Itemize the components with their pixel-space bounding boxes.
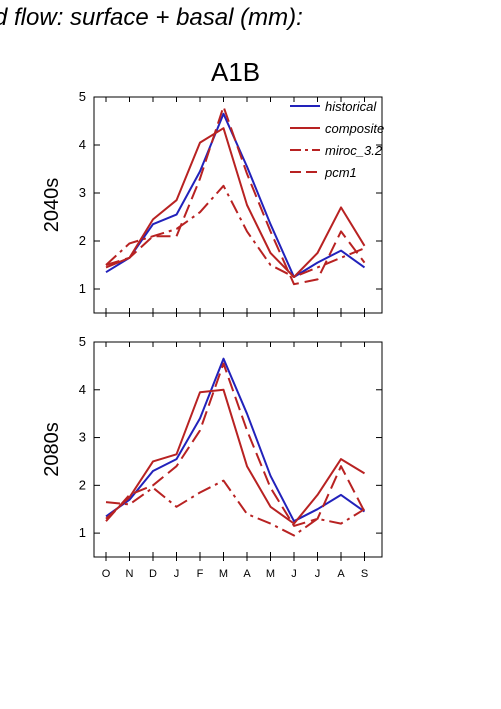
y-tick-label: 1 <box>79 525 86 540</box>
plot-frame-2080s <box>93 341 383 558</box>
legend-label-composite: composite <box>325 121 384 136</box>
series-line-pcm1-2040s <box>105 105 366 286</box>
series-line-miroc_3.2-2080s <box>105 479 366 537</box>
figure-title: d flow: surface + basal (mm): <box>0 4 303 31</box>
x-tick-label: J <box>315 568 321 580</box>
y-tick-label: 4 <box>79 382 86 397</box>
panel-label-2040s: 2040s <box>41 178 63 233</box>
y-tick-label: 2 <box>79 233 86 248</box>
x-tick-label: A <box>337 568 345 580</box>
series-line-miroc_3.2-2040s <box>105 184 365 278</box>
y-tick-label: 5 <box>79 334 86 349</box>
x-tick-label: S <box>361 568 368 580</box>
series-line-pcm1-2080s <box>105 362 366 527</box>
y-tick-label: 5 <box>79 89 86 104</box>
x-tick-label: O <box>102 568 111 580</box>
x-tick-label: D <box>149 568 157 580</box>
y-tick-label: 3 <box>79 185 86 200</box>
x-tick-label: M <box>219 568 228 580</box>
x-tick-label: F <box>197 568 204 580</box>
y-tick-label: 3 <box>79 430 86 445</box>
scenario-label: A1B <box>211 57 261 87</box>
panel-label-2080s: 2080s <box>41 422 63 477</box>
y-tick-label: 2 <box>79 477 86 492</box>
x-tick-label: A <box>243 568 251 580</box>
series-line-composite-2080s <box>105 388 366 525</box>
legend-label-miroc_3.2: miroc_3.2 <box>325 143 383 158</box>
series-line-historical-2080s <box>105 357 366 523</box>
legend-label-historical: historical <box>325 99 377 114</box>
plot-frame-2040s <box>93 96 383 314</box>
y-tick-label: 1 <box>79 281 86 296</box>
x-tick-label: J <box>174 568 180 580</box>
series-line-composite-2040s <box>105 127 366 278</box>
legend-label-pcm1: pcm1 <box>324 165 357 180</box>
x-tick-label: N <box>126 568 134 580</box>
x-tick-label: J <box>291 568 297 580</box>
y-tick-label: 4 <box>79 137 86 152</box>
x-tick-label: M <box>266 568 275 580</box>
